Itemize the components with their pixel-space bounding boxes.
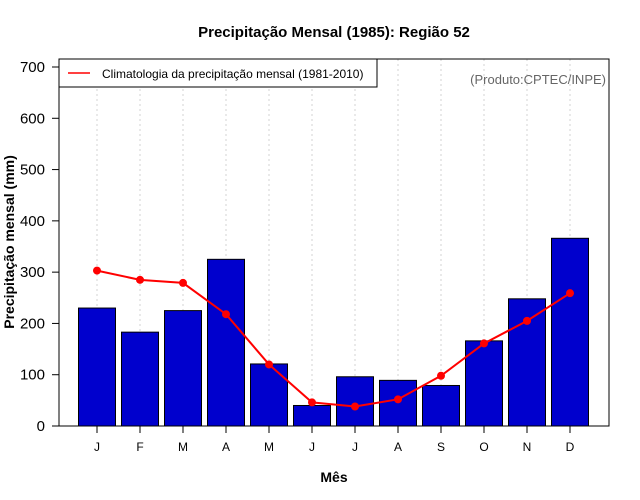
y-tick-label: 200	[20, 315, 45, 332]
climatology-polyline	[96, 269, 571, 408]
y-tick-label: 400	[20, 213, 45, 230]
x-tick-label: D	[566, 440, 575, 454]
x-tick-label: N	[523, 440, 532, 454]
credit-annotation: (Produto:CPTEC/INPE)	[470, 72, 606, 87]
bars	[78, 237, 589, 427]
climatology-point-10	[480, 339, 488, 348]
y-tick-label: 300	[20, 264, 45, 281]
bar-2	[121, 331, 159, 427]
x-tick-label: J	[94, 440, 100, 454]
axes: 0 100 200 300 400 500 600 700 J F M A M J J A S O N D	[20, 59, 575, 454]
bar-7	[336, 376, 374, 427]
y-tick-label: 700	[20, 59, 45, 76]
bar-3	[164, 310, 202, 427]
y-tick-label: 0	[37, 418, 45, 435]
bar-12	[551, 237, 589, 427]
climatology-point-6	[308, 398, 316, 407]
y-tick-label: 100	[20, 367, 45, 384]
x-tick-label: S	[437, 440, 445, 454]
legend-box	[58, 58, 378, 88]
x-tick-label: M	[178, 440, 188, 454]
bar-10	[465, 340, 503, 427]
x-tick-label: M	[264, 440, 274, 454]
x-tick-label: A	[222, 440, 230, 454]
bar-9	[422, 384, 460, 427]
x-tick-label: A	[394, 440, 402, 454]
x-tick-label: O	[479, 440, 488, 454]
legend-label: Climatologia da precipitação mensal (198…	[102, 67, 363, 81]
bar-1	[78, 307, 116, 427]
climatology-point-7	[351, 402, 359, 411]
climatology-line	[93, 266, 574, 411]
chart-title: Precipitação Mensal (1985): Região 52	[198, 24, 470, 41]
climatology-point-8	[394, 395, 402, 404]
bar-6	[293, 404, 331, 427]
x-tick-label: J	[352, 440, 358, 454]
y-tick-label: 600	[20, 110, 45, 127]
y-tick-label: 500	[20, 162, 45, 179]
x-tick-label: F	[136, 440, 143, 454]
climatology-point-11	[523, 316, 531, 325]
legend: Climatologia da precipitação mensal (198…	[58, 58, 378, 88]
bar-5	[250, 363, 288, 427]
climatology-point-9	[437, 371, 445, 380]
climatology-point-5	[265, 360, 273, 369]
y-axis-title: Precipitação mensal (mm)	[1, 155, 17, 329]
x-tick-label: J	[309, 440, 315, 454]
climatology-point-3	[179, 278, 187, 287]
climatology-point-1	[93, 266, 101, 275]
climatology-point-12	[566, 289, 574, 298]
x-axis-title: Mês	[320, 469, 347, 485]
climatology-point-2	[136, 275, 144, 284]
bar-4	[207, 258, 245, 427]
climatology-point-4	[222, 310, 230, 319]
